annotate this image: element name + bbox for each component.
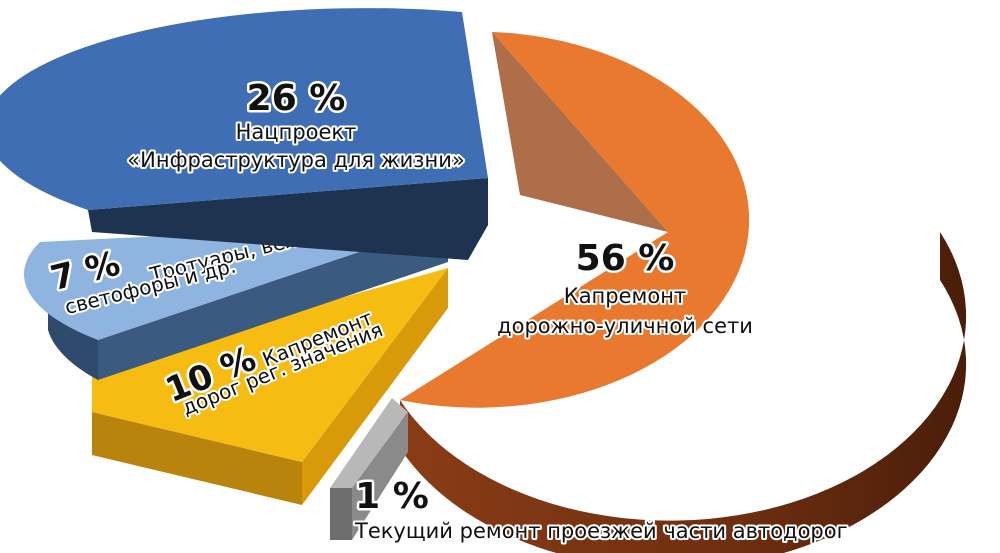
slice-natproject-label-1: Нацпроект [236, 120, 357, 144]
slice-repair-pct: 56 % [576, 238, 675, 279]
slice-natproject-face [0, 8, 488, 210]
slice-natproject-pct: 26 % [247, 78, 346, 119]
slice-current-pct: 1 % [355, 476, 429, 517]
slice-current-side-2 [352, 412, 408, 540]
slice-repair-inner-wall [492, 32, 668, 232]
slice-current-label-1: Текущий ремонт проезжей части автодорог [354, 519, 848, 543]
slice-regional-side-2 [302, 268, 448, 505]
slice-sidewalks-side-2 [98, 222, 448, 380]
slice-current-side [330, 488, 352, 540]
slice-natproject-side [88, 178, 488, 260]
slice-repair-face [400, 32, 750, 408]
slice-repair: 56 % Капремонт дорожно-уличной сети [400, 32, 967, 553]
slice-regional-side [92, 412, 302, 505]
slice-repair-label-2: дорожно-уличной сети [497, 314, 753, 338]
slice-sidewalks-face [23, 222, 449, 340]
slice-regional-face [92, 268, 448, 462]
slice-repair-label-1: Капремонт [564, 284, 686, 308]
slice-natproject: 26 % Нацпроект «Инфраструктура для жизни… [0, 8, 488, 260]
slice-regional: 10 % Капремонт дорог рег. значения [92, 268, 448, 505]
slice-current: 1 % Текущий ремонт проезжей части автодо… [330, 398, 850, 545]
slice-current-face [330, 398, 408, 488]
slice-natproject-label-2: «Инфраструктура для жизни» [127, 148, 464, 172]
